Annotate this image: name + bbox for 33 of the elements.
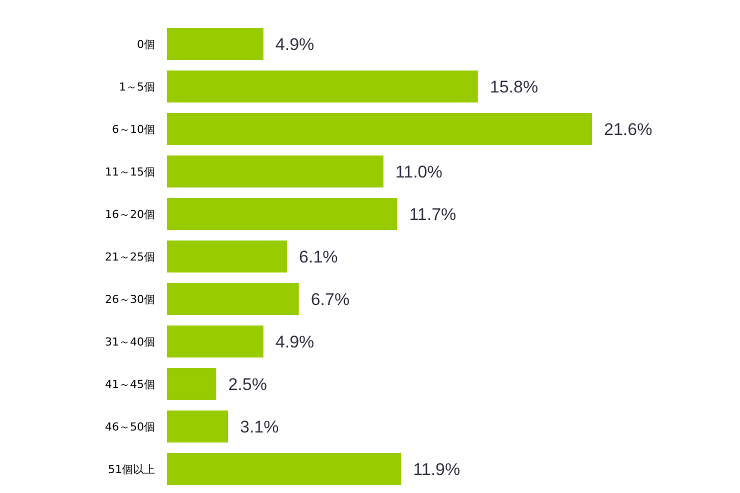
bar: [167, 326, 264, 358]
bar: [167, 113, 592, 145]
data-label: 2.5%: [228, 375, 267, 394]
data-label: 11.0%: [395, 162, 442, 182]
y-tick-label: 11～15個: [105, 166, 155, 178]
data-label: 11.7%: [409, 205, 456, 224]
data-label: 4.9%: [275, 332, 314, 352]
bar: [167, 70, 478, 102]
bar: [167, 240, 288, 272]
y-tick-label: 26～30個: [105, 293, 155, 306]
y-tick-label: 51個以上: [108, 463, 155, 476]
bar: [167, 410, 228, 442]
data-label: 6.7%: [310, 290, 350, 309]
y-tick-label: 41～45個: [105, 378, 155, 391]
bar: [167, 368, 216, 400]
y-tick-label: 1～5個: [119, 80, 155, 94]
data-label: 6.1%: [299, 248, 338, 266]
bar: [167, 198, 398, 230]
y-tick-label: 31～40個: [105, 336, 155, 348]
y-tick-label: 6～10個: [112, 123, 155, 136]
y-tick-label: 0個: [137, 38, 155, 51]
bar: [167, 283, 299, 315]
y-tick-label: 16～20個: [105, 208, 155, 221]
data-label: 15.8%: [490, 78, 538, 96]
data-label: 4.9%: [275, 35, 314, 54]
data-label: 11.9%: [413, 460, 460, 479]
bar: [167, 156, 384, 188]
data-label: 3.1%: [240, 418, 279, 436]
bar: [167, 453, 402, 485]
bar: [167, 28, 264, 60]
data-label: 21.6%: [604, 120, 652, 139]
y-tick-label: 21～25個: [105, 250, 155, 264]
y-tick-label: 46～50個: [105, 420, 155, 434]
